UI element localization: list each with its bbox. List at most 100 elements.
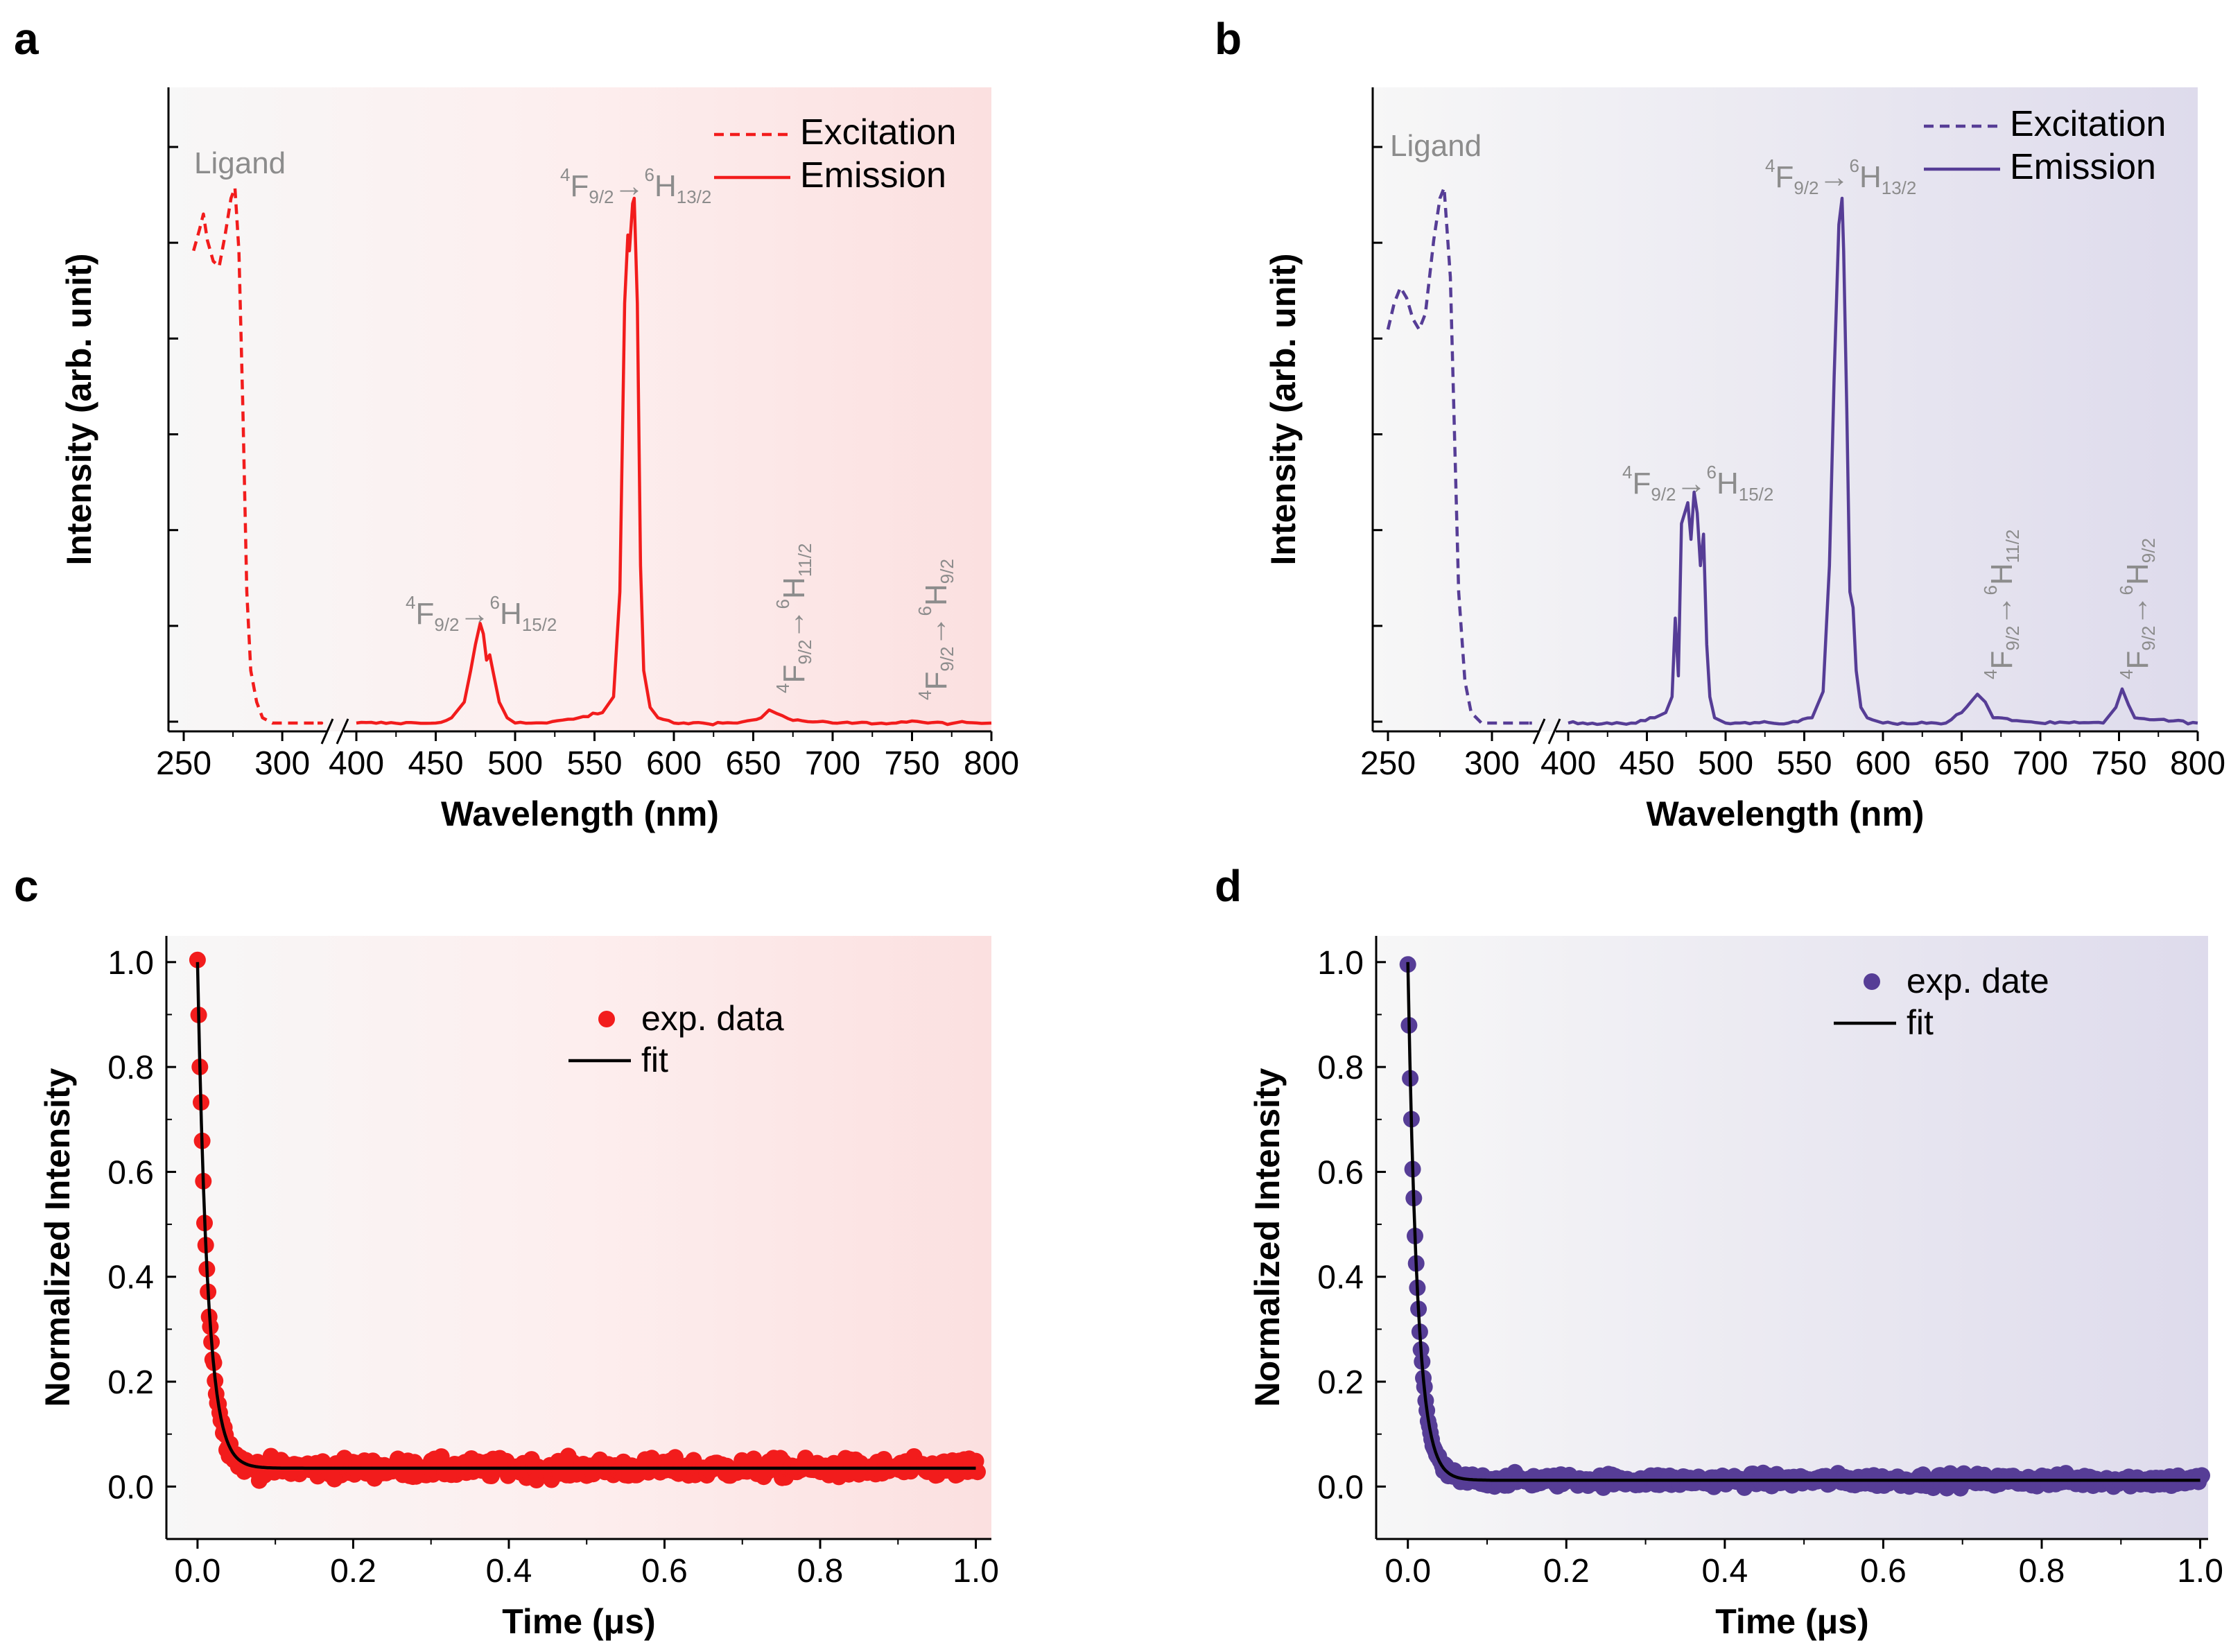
transition-F: F [1985, 651, 2019, 670]
x-tick-label: 750 [884, 745, 939, 782]
transition-F: F [570, 169, 589, 203]
transition-s1: 9/2 [434, 614, 459, 635]
transition-s1: 9/2 [2002, 625, 2023, 650]
panel-letter: a [14, 14, 39, 64]
transition-post: 6 [914, 606, 935, 616]
transition-s2: 15/2 [1739, 484, 1774, 505]
transition-pre: 4 [772, 684, 793, 693]
transition-pre: 4 [2116, 670, 2137, 679]
x-tick-label: 0.8 [797, 1553, 844, 1590]
x-tick-label: 250 [156, 745, 211, 782]
transition-s2: 15/2 [522, 614, 557, 635]
transition-label-9-2-text: 4F9/2→6H9/2 [914, 559, 957, 700]
data-point [189, 951, 206, 968]
transition-H: H [1717, 467, 1739, 501]
x-tick-label: 0.6 [1860, 1553, 1907, 1590]
x-tick-label: 700 [805, 745, 860, 782]
transition-pre: 4 [914, 690, 935, 700]
transition-label-13-2: 4F9/2→6H13/2 [560, 164, 711, 207]
legend-label: Emission [800, 155, 946, 195]
x-tick-label: 300 [254, 745, 310, 782]
y-tick-label: 0.0 [1317, 1469, 1364, 1506]
panel-c: 0.0 0.2 0.4 0.6 0.8 1.0 0.0 0.2 0.4 0.6 0.8 1.0 Time… [14, 861, 999, 1641]
legend-label: Emission [2010, 147, 2156, 187]
transition-post: 6 [2116, 585, 2137, 595]
transition-F: F [777, 665, 811, 684]
transition-pre: 4 [406, 592, 415, 613]
transition-s2: 13/2 [1882, 177, 1917, 198]
plot-background [1376, 936, 2208, 1539]
x-tick-label: 0.2 [330, 1553, 376, 1590]
transition-H: H [1859, 160, 1882, 194]
x-tick-label: 250 [1360, 745, 1416, 782]
x-axis-label: Time (μs) [1715, 1602, 1868, 1641]
transition-s1: 9/2 [1794, 177, 1818, 198]
y-axis-label: Normalized Intensity [38, 1068, 77, 1407]
legend-label: exp. data [641, 999, 784, 1038]
y-tick-label: 0.2 [107, 1364, 154, 1401]
transition-s1: 9/2 [1651, 484, 1676, 505]
axis-break-mark [1547, 718, 1561, 745]
legend-marker [1864, 973, 1880, 990]
x-tick-label: 700 [2013, 745, 2068, 782]
transition-post: 6 [772, 599, 793, 609]
x-tick-label: 500 [1698, 745, 1753, 782]
transition-H: H [2121, 563, 2155, 585]
x-tick-label: 500 [487, 745, 543, 782]
x-tick-label: 650 [1934, 745, 1989, 782]
y-tick-label: 0.2 [1317, 1364, 1364, 1401]
transition-arrow: → [919, 616, 953, 646]
series-line-excitation [192, 186, 324, 725]
y-tick-label: 0.8 [1317, 1050, 1364, 1086]
x-tick-label: 400 [1540, 745, 1596, 782]
legend-label: Excitation [2010, 104, 2166, 144]
y-axis-label: Intensity (arb. unit) [60, 254, 98, 566]
x-axis-label: Time (μs) [502, 1602, 655, 1641]
transition-post: 6 [490, 592, 500, 613]
x-axis-label: Wavelength (nm) [441, 794, 719, 833]
transition-s2: 11/2 [2002, 530, 2023, 564]
fit-line [1406, 962, 2200, 1482]
transition-post: 6 [1850, 155, 1859, 176]
x-tick-label: 0.4 [1701, 1553, 1748, 1590]
axis-break-mark [336, 718, 349, 745]
transition-arrow: → [614, 169, 645, 203]
transition-H: H [777, 577, 811, 599]
series-line-excitation [1386, 186, 1536, 725]
transition-s1: 9/2 [2138, 625, 2159, 650]
transition-arrow: → [777, 609, 811, 639]
transition-H: H [500, 597, 522, 631]
transition-label-15-2: 4F9/2→6H15/2 [1622, 462, 1773, 505]
y-tick-label: 0.6 [107, 1154, 154, 1191]
panel-d: 0.0 0.2 0.4 0.6 0.8 1.0 0.0 0.2 0.4 0.6 0.8 1.0 Time… [1215, 861, 2223, 1641]
ligand-label: Ligand [1390, 129, 1482, 163]
transition-F: F [415, 597, 434, 631]
panel-a: 250 300 400 450 500 550 600 650 700 750 800 Wavelen… [14, 14, 1019, 833]
x-tick-label: 600 [646, 745, 702, 782]
transition-s2: 11/2 [795, 544, 815, 577]
legend-marker [598, 1011, 615, 1027]
y-axis-label: Normalized Intensity [1248, 1068, 1287, 1407]
transition-label-11-2-text: 4F9/2→6H11/2 [772, 544, 815, 693]
data-point [969, 1463, 986, 1481]
x-tick-label: 800 [964, 745, 1019, 782]
series-line-emission [1568, 196, 2198, 727]
x-tick-label: 550 [1776, 745, 1832, 782]
transition-F: F [1632, 467, 1651, 501]
transition-label-11-2: 4F9/2→6H11/2 [1980, 530, 2023, 679]
series-line-emission [356, 196, 992, 727]
y-tick-label: 0.4 [107, 1260, 154, 1296]
transition-post: 6 [1980, 585, 2001, 595]
plot-background [166, 936, 991, 1539]
transition-arrow: → [460, 597, 490, 631]
fit-line [196, 962, 976, 1470]
panel-letter: c [14, 861, 39, 911]
plot-background [1373, 87, 2198, 731]
transition-s2: 9/2 [937, 559, 957, 584]
transition-pre: 4 [1622, 462, 1632, 482]
y-tick-label: 1.0 [107, 945, 154, 982]
x-axis-label: Wavelength (nm) [1647, 794, 1925, 833]
y-tick-label: 0.6 [1317, 1154, 1364, 1191]
legend-label: fit [1907, 1003, 1934, 1042]
